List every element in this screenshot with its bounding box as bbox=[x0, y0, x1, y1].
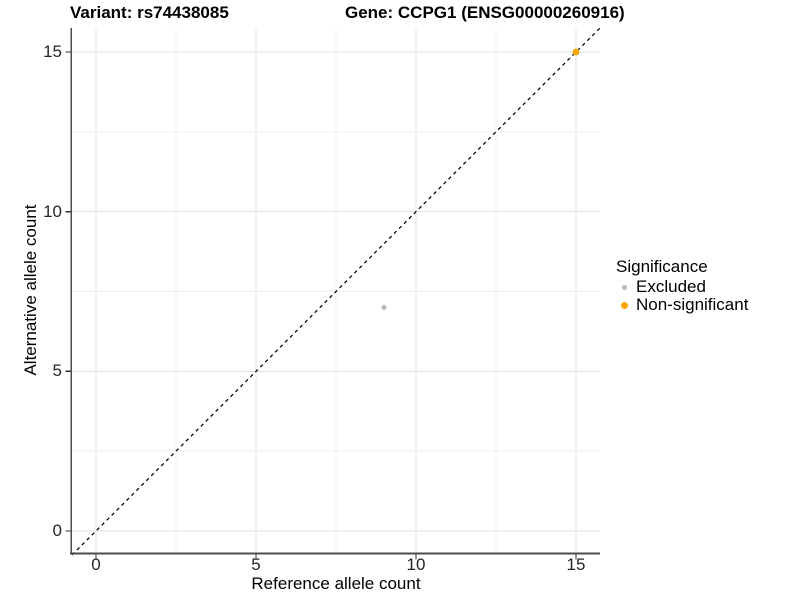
y-tick-label-0: 0 bbox=[52, 521, 62, 540]
y-tick-label-5: 5 bbox=[52, 361, 62, 380]
legend-label-non-significant: Non-significant bbox=[636, 295, 749, 314]
data-point-non-significant bbox=[572, 48, 580, 56]
y-tick-label-15: 15 bbox=[43, 42, 62, 61]
non-significant-dot-icon bbox=[621, 301, 628, 309]
legend-item-non-significant: Non-significant bbox=[616, 295, 749, 314]
y-tick-label-10: 10 bbox=[43, 202, 62, 221]
legend-key-non-significant bbox=[616, 301, 633, 309]
x-tick-label-0: 0 bbox=[91, 555, 101, 574]
identity-line bbox=[71, 27, 601, 556]
legend-title: Significance bbox=[616, 257, 708, 276]
y-axis-title: Alternative allele count bbox=[21, 204, 40, 376]
legend-key-excluded bbox=[616, 284, 633, 290]
x-tick-label-15: 15 bbox=[566, 555, 586, 574]
legend-item-excluded: Excluded bbox=[616, 277, 748, 296]
plot-title-variant: Variant: rs74438085 bbox=[70, 3, 229, 22]
legend: Significance Excluded Non-significant bbox=[616, 257, 749, 315]
x-tick-label-5: 5 bbox=[251, 555, 261, 574]
x-tick-label-10: 10 bbox=[406, 555, 426, 574]
plot-title-gene: Gene: CCPG1 (ENSG00000260916) bbox=[345, 3, 625, 22]
excluded-dot-icon bbox=[622, 284, 627, 290]
legend-label-excluded: Excluded bbox=[636, 277, 706, 296]
x-axis-title: Reference allele count bbox=[251, 574, 421, 593]
data-point-excluded bbox=[381, 304, 387, 310]
